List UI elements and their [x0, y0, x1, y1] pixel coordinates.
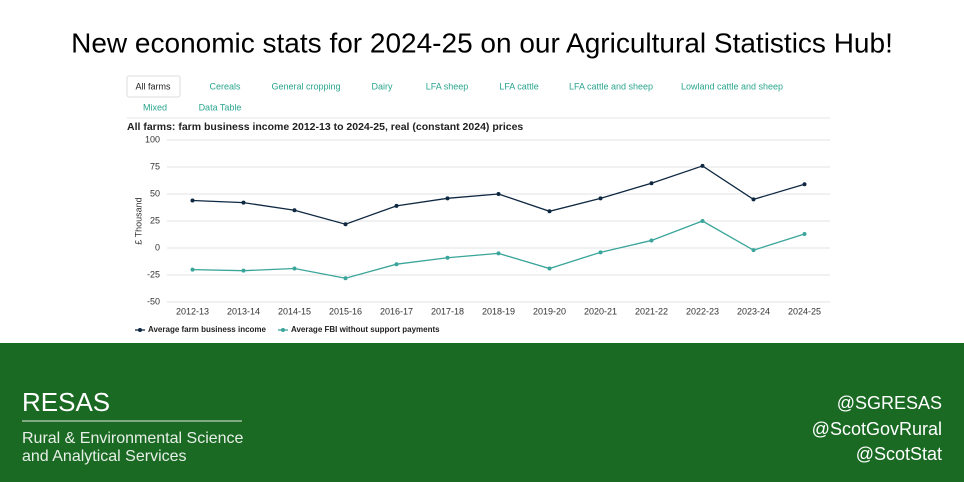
point [445, 196, 450, 201]
point [547, 266, 552, 271]
tab[interactable]: LFA cattle and sheep [569, 81, 653, 91]
tab[interactable]: Data Table [199, 102, 242, 112]
plot: -50 -25 0 25 50 75 100 2012-13 2013-14 2014-15 201… [135, 134, 830, 334]
org-line: and Analytical Services [22, 448, 187, 465]
tab[interactable]: LFA cattle [499, 81, 539, 91]
logo: RESAS [22, 387, 110, 417]
point [700, 219, 705, 223]
handle[interactable]: @ScotStat [856, 444, 942, 464]
tab[interactable]: All farms [135, 81, 171, 91]
point [598, 250, 603, 255]
x-tick-label: 2018-19 [482, 306, 515, 316]
tab[interactable]: LFA sheep [426, 81, 469, 91]
x-tick-label: 2020-21 [584, 306, 617, 316]
point [700, 163, 705, 168]
x-tick-label: 2016-17 [380, 306, 413, 316]
legend-swatch-dot [280, 328, 285, 332]
tab[interactable]: Cereals [209, 81, 241, 91]
legend-label: Average farm business income [148, 325, 267, 334]
y-tick-label: 75 [150, 161, 160, 171]
point [496, 251, 501, 256]
point [394, 203, 399, 208]
point [649, 181, 654, 186]
headline: New economic stats for 2024-25 on our Ag… [71, 27, 893, 58]
point [292, 208, 297, 213]
x-tick-label: 2013-14 [227, 306, 260, 316]
legend-label: Average FBI without support payments [291, 325, 440, 334]
handle[interactable]: @SGRESAS [837, 393, 942, 413]
x-tick-label: 2017-18 [431, 306, 464, 316]
y-tick-label: 0 [155, 242, 160, 252]
point [802, 231, 807, 236]
y-tick-label: 100 [145, 134, 160, 144]
y-axis-label: £ Thousand [133, 197, 143, 244]
point [598, 196, 603, 201]
y-tick-label: 25 [150, 215, 160, 225]
background [0, 0, 964, 343]
x-tick-label: 2015-16 [329, 306, 362, 316]
x-tick-label: 2012-13 [176, 306, 209, 316]
x-tick-label: 2022-23 [686, 306, 719, 316]
point [496, 192, 501, 196]
point [241, 200, 246, 205]
tab[interactable]: Lowland cattle and sheep [681, 81, 783, 91]
org-line: Rural & Environmental Science [22, 430, 244, 447]
point [802, 182, 807, 187]
point [241, 268, 246, 273]
x-tick-label: 2019-20 [533, 306, 566, 316]
point [445, 255, 450, 260]
point [394, 262, 399, 267]
tab-selected-bg [126, 75, 181, 98]
tab[interactable]: Dairy [371, 81, 393, 91]
y-tick-label: -50 [147, 296, 160, 306]
point [751, 248, 756, 253]
chart-title: All farms: farm business income 2012-13 … [127, 121, 523, 133]
point [343, 222, 348, 227]
tab[interactable]: Mixed [143, 102, 167, 112]
point [751, 197, 756, 202]
point [343, 276, 348, 281]
y-tick-label: 50 [150, 188, 160, 198]
point [292, 266, 297, 271]
handle[interactable]: @ScotGovRural [812, 419, 942, 439]
x-tick-label: 2014-15 [278, 306, 311, 316]
point [649, 238, 654, 243]
x-tick-label: 2024-25 [788, 306, 821, 316]
tab[interactable]: General cropping [271, 81, 340, 91]
y-tick-label: -25 [147, 269, 160, 279]
x-tick-label: 2023-24 [737, 306, 770, 316]
footer-bg [0, 343, 964, 482]
x-tick-label: 2021-22 [635, 306, 668, 316]
legend-swatch-dot [138, 328, 142, 332]
point [190, 267, 195, 272]
point [547, 209, 552, 214]
point [190, 198, 195, 203]
